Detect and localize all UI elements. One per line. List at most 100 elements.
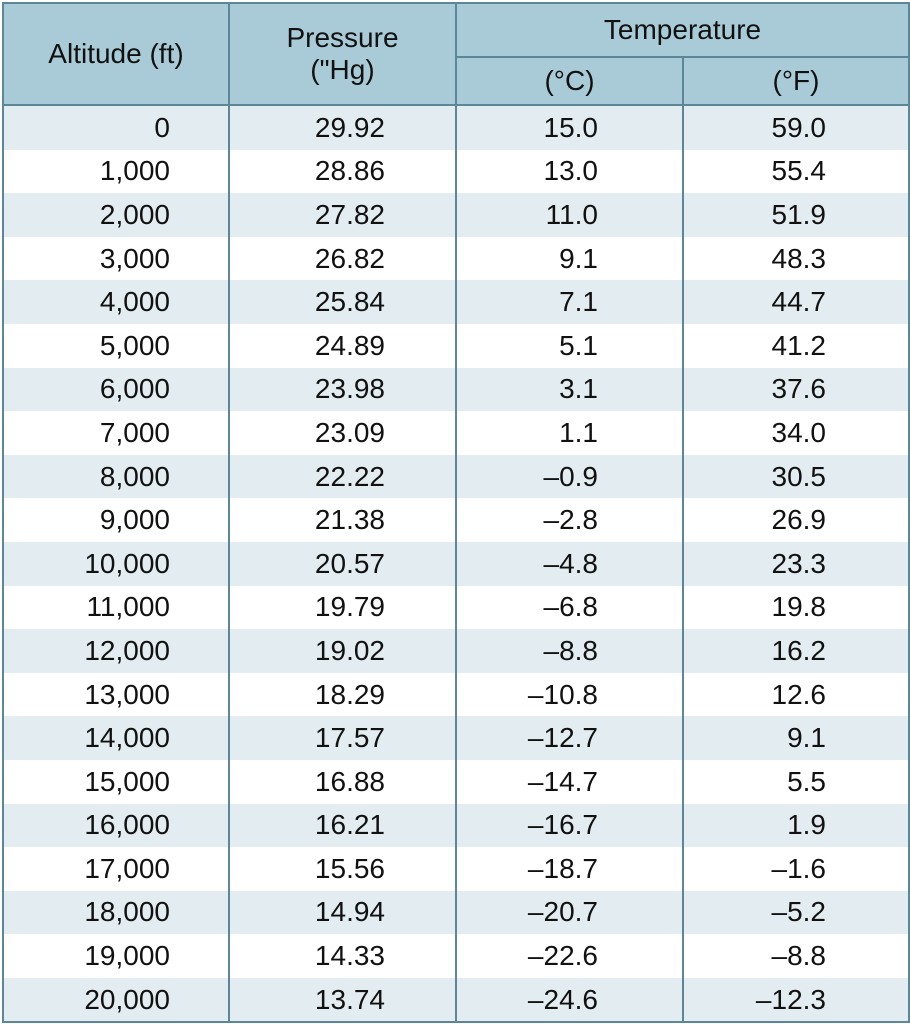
table-row: 10,000 20.57 –4.8 23.3	[2, 541, 910, 586]
cell-temp-f: 1.9	[682, 803, 910, 848]
table-row: 20,000 13.74 –24.6 –12.3	[2, 977, 910, 1024]
header-pressure-text: Pressure ("Hg)	[286, 22, 399, 85]
cell-altitude: 0	[2, 105, 230, 150]
cell-temp-f: –1.6	[682, 847, 910, 891]
cell-pressure: 16.21	[228, 803, 457, 848]
cell-altitude: 8,000	[2, 454, 230, 499]
table-row: 1,000 28.86 13.0 55.4	[2, 149, 910, 194]
cell-altitude: 18,000	[2, 890, 230, 935]
cell-altitude: 14,000	[2, 716, 230, 760]
table-row: 4,000 25.84 7.1 44.7	[2, 280, 910, 324]
table-row: 0 29.92 15.0 59.0	[2, 105, 910, 150]
cell-altitude: 6,000	[2, 367, 230, 412]
cell-temp-f: 55.4	[682, 149, 910, 194]
cell-temp-f: –5.2	[682, 890, 910, 935]
cell-temp-c: –18.7	[455, 847, 684, 891]
table-row: 13,000 18.29 –10.8 12.6	[2, 672, 910, 717]
cell-temp-f: 34.0	[682, 411, 910, 455]
cell-temp-c: 9.1	[455, 236, 684, 281]
cell-temp-c: –24.6	[455, 977, 684, 1024]
cell-pressure: 19.79	[228, 585, 457, 630]
table-row: 3,000 26.82 9.1 48.3	[2, 236, 910, 281]
cell-temp-f: 37.6	[682, 367, 910, 412]
cell-temp-f: 59.0	[682, 105, 910, 150]
cell-temp-c: –8.8	[455, 629, 684, 673]
cell-pressure: 25.84	[228, 280, 457, 324]
cell-pressure: 24.89	[228, 323, 457, 368]
cell-temp-f: 23.3	[682, 541, 910, 586]
cell-altitude: 2,000	[2, 193, 230, 237]
table-row: 9,000 21.38 –2.8 26.9	[2, 498, 910, 542]
cell-temp-f: –8.8	[682, 934, 910, 978]
cell-altitude: 7,000	[2, 411, 230, 455]
cell-pressure: 27.82	[228, 193, 457, 237]
cell-temp-f: 26.9	[682, 498, 910, 542]
cell-temp-c: 3.1	[455, 367, 684, 412]
cell-pressure: 13.74	[228, 977, 457, 1024]
cell-temp-c: –0.9	[455, 454, 684, 499]
cell-temp-f: 44.7	[682, 280, 910, 324]
cell-altitude: 12,000	[2, 629, 230, 673]
cell-temp-c: –10.8	[455, 672, 684, 717]
cell-temp-c: –6.8	[455, 585, 684, 630]
cell-temp-f: 9.1	[682, 716, 910, 760]
cell-pressure: 14.94	[228, 890, 457, 935]
cell-altitude: 16,000	[2, 803, 230, 848]
cell-pressure: 23.09	[228, 411, 457, 455]
cell-temp-c: –12.7	[455, 716, 684, 760]
cell-pressure: 18.29	[228, 672, 457, 717]
header-fahrenheit: (°F)	[682, 56, 910, 106]
cell-temp-c: –2.8	[455, 498, 684, 542]
header-altitude: Altitude (ft)	[2, 2, 230, 106]
table-row: 19,000 14.33 –22.6 –8.8	[2, 934, 910, 978]
cell-temp-c: 5.1	[455, 323, 684, 368]
cell-altitude: 20,000	[2, 977, 230, 1024]
cell-pressure: 26.82	[228, 236, 457, 281]
cell-pressure: 14.33	[228, 934, 457, 978]
cell-temp-c: 11.0	[455, 193, 684, 237]
cell-pressure: 28.86	[228, 149, 457, 194]
cell-pressure: 23.98	[228, 367, 457, 412]
table-row: 17,000 15.56 –18.7 –1.6	[2, 847, 910, 891]
cell-pressure: 21.38	[228, 498, 457, 542]
table-row: 18,000 14.94 –20.7 –5.2	[2, 890, 910, 935]
cell-altitude: 17,000	[2, 847, 230, 891]
table-row: 8,000 22.22 –0.9 30.5	[2, 454, 910, 499]
header-celsius: (°C)	[455, 56, 684, 106]
cell-temp-f: 30.5	[682, 454, 910, 499]
cell-altitude: 10,000	[2, 541, 230, 586]
cell-temp-f: –12.3	[682, 977, 910, 1024]
table-body: 0 29.92 15.0 59.0 1,000 28.86 13.0 55.4 2,000 27.…	[2, 105, 910, 1024]
cell-temp-f: 48.3	[682, 236, 910, 281]
cell-pressure: 29.92	[228, 105, 457, 150]
cell-temp-c: 1.1	[455, 411, 684, 455]
cell-altitude: 1,000	[2, 149, 230, 194]
cell-altitude: 13,000	[2, 672, 230, 717]
table-row: 2,000 27.82 11.0 51.9	[2, 193, 910, 237]
cell-altitude: 9,000	[2, 498, 230, 542]
cell-pressure: 20.57	[228, 541, 457, 586]
table-row: 6,000 23.98 3.1 37.6	[2, 367, 910, 412]
cell-altitude: 3,000	[2, 236, 230, 281]
cell-temp-c: 15.0	[455, 105, 684, 150]
cell-temp-f: 19.8	[682, 585, 910, 630]
table-row: 14,000 17.57 –12.7 9.1	[2, 716, 910, 760]
table-row: 5,000 24.89 5.1 41.2	[2, 323, 910, 368]
cell-temp-f: 5.5	[682, 759, 910, 804]
table-row: 15,000 16.88 –14.7 5.5	[2, 759, 910, 804]
cell-temp-f: 12.6	[682, 672, 910, 717]
table-row: 7,000 23.09 1.1 34.0	[2, 411, 910, 455]
header-temperature: Temperature	[455, 2, 910, 58]
cell-temp-c: –22.6	[455, 934, 684, 978]
cell-temp-c: –4.8	[455, 541, 684, 586]
cell-temp-c: 7.1	[455, 280, 684, 324]
cell-pressure: 22.22	[228, 454, 457, 499]
cell-altitude: 11,000	[2, 585, 230, 630]
cell-temp-c: –20.7	[455, 890, 684, 935]
header-pressure: Pressure ("Hg)	[228, 2, 457, 106]
cell-pressure: 16.88	[228, 759, 457, 804]
cell-pressure: 15.56	[228, 847, 457, 891]
table-row: 11,000 19.79 –6.8 19.8	[2, 585, 910, 630]
cell-temp-f: 41.2	[682, 323, 910, 368]
cell-temp-f: 51.9	[682, 193, 910, 237]
